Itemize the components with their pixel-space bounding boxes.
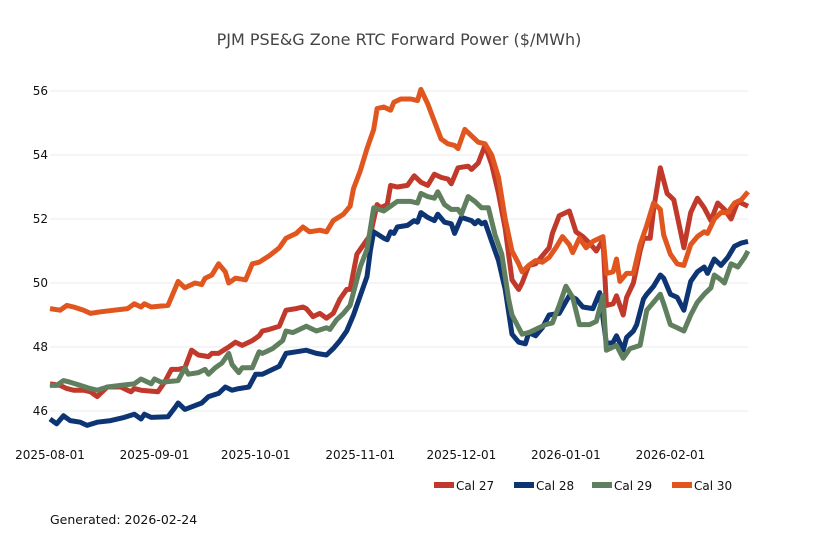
legend-swatch: [514, 482, 534, 488]
x-tick-label: 2026-01-01: [531, 448, 601, 462]
grid-lines: [50, 90, 748, 412]
legend-swatch: [592, 482, 612, 488]
series-line-cal-30: [49, 86, 750, 316]
legend-label: Cal 29: [614, 479, 652, 493]
chart-title: PJM PSE&G Zone RTC Forward Power ($/MWh): [217, 30, 582, 49]
y-tick-label: 48: [33, 340, 48, 354]
legend-label: Cal 27: [456, 479, 494, 493]
y-tick-label: 50: [33, 276, 48, 290]
y-tick-label: 46: [33, 404, 48, 418]
legend-swatch: [672, 482, 692, 488]
series-line-cal-28: [48, 210, 749, 428]
x-tick-label: 2025-12-01: [427, 448, 497, 462]
line-chart: PJM PSE&G Zone RTC Forward Power ($/MWh)…: [15, 30, 751, 493]
x-tick-label: 2025-08-01: [15, 448, 85, 462]
generated-date-label: Generated: 2026-02-24: [50, 512, 198, 527]
legend-label: Cal 30: [694, 479, 732, 493]
x-tick-label: 2025-11-01: [325, 448, 395, 462]
series-line-cal-29: [50, 189, 751, 393]
legend-swatch: [434, 482, 454, 488]
x-tick-label: 2026-02-01: [636, 448, 706, 462]
x-tick-label: 2025-10-01: [221, 448, 291, 462]
series-lines: [48, 86, 751, 428]
x-axis-ticks: 2025-08-01 2025-09-01 2025-10-01 2025-11-01…: [15, 448, 705, 462]
y-axis-ticks: 46 48 50 52 54 56: [33, 84, 48, 418]
x-tick-label: 2025-09-01: [120, 448, 190, 462]
series-line-cal-27: [49, 142, 750, 400]
legend-label: Cal 28: [536, 479, 574, 493]
y-tick-label: 52: [33, 212, 48, 226]
legend: Cal 27 Cal 28 Cal 29 Cal 30: [434, 479, 732, 493]
y-tick-label: 56: [33, 84, 48, 98]
y-tick-label: 54: [33, 148, 48, 162]
